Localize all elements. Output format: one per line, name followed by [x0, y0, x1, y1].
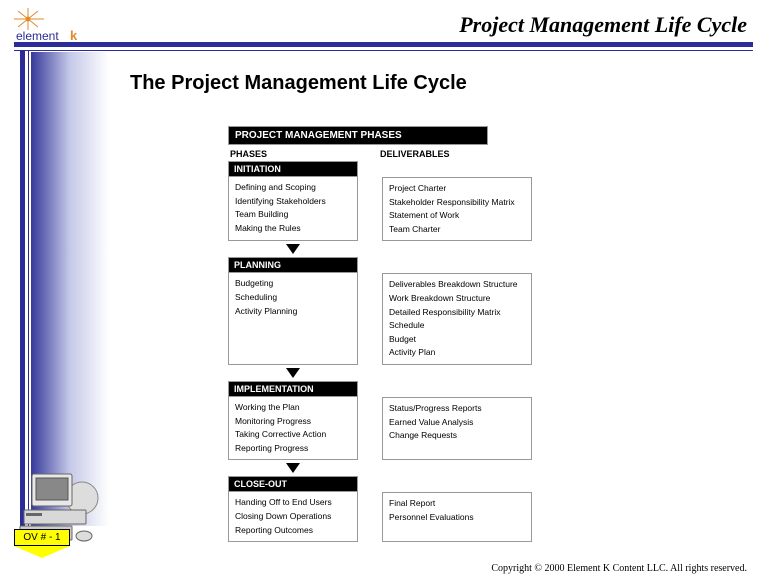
deliverables-box: Project CharterStakeholder Responsibilit… [382, 177, 532, 241]
brand-logo: element k [14, 8, 104, 44]
activity-item: Identifying Stakeholders [235, 195, 351, 209]
phase-header: INITIATION [228, 161, 358, 177]
phase-block: INITIATIONDefining and ScopingIdentifyin… [228, 161, 548, 241]
arrow-down-icon [286, 463, 300, 473]
phase-block: IMPLEMENTATIONWorking the PlanMonitoring… [228, 381, 548, 460]
deliverable-item: Earned Value Analysis [389, 416, 525, 430]
phase-header: IMPLEMENTATION [228, 381, 358, 397]
activities-box: Handing Off to End UsersClosing Down Ope… [228, 492, 358, 542]
deliverable-item: Final Report [389, 497, 525, 511]
slide-title: The Project Management Life Cycle [130, 72, 467, 95]
ov-badge: OV # - 1 [14, 529, 70, 558]
phase-header: PLANNING [228, 257, 358, 273]
activity-item: Reporting Outcomes [235, 524, 351, 538]
deliverable-item: Budget [389, 333, 525, 347]
deliverable-item: Work Breakdown Structure [389, 292, 525, 306]
sidebar-gradient [31, 52, 109, 526]
brand-text-a: element [16, 29, 59, 43]
activity-item: Activity Planning [235, 305, 351, 319]
activities-box: Working the PlanMonitoring ProgressTakin… [228, 397, 358, 460]
phase-block: PLANNINGBudgetingSchedulingActivity Plan… [228, 257, 548, 365]
phase-block: CLOSE-OUTHanding Off to End UsersClosing… [228, 476, 548, 542]
rule-horizontal-thin [14, 50, 753, 51]
activity-item: Defining and Scoping [235, 181, 351, 195]
rule-vertical-thick [20, 50, 25, 526]
activity-item: Working the Plan [235, 401, 351, 415]
activity-item: Taking Corrective Action [235, 428, 351, 442]
deliverable-item: Team Charter [389, 223, 525, 237]
activities-box: Defining and ScopingIdentifying Stakehol… [228, 177, 358, 241]
activity-item: Team Building [235, 208, 351, 222]
column-header-deliverables: DELIVERABLES [378, 149, 528, 159]
deliverables-box: Final ReportPersonnel Evaluations [382, 492, 532, 542]
deliverables-box: Status/Progress ReportsEarned Value Anal… [382, 397, 532, 460]
deliverables-box: Deliverables Breakdown StructureWork Bre… [382, 273, 532, 365]
arrow-down-icon [286, 244, 300, 254]
deliverable-item: Stakeholder Responsibility Matrix [389, 196, 525, 210]
ov-badge-arrow [14, 546, 70, 558]
activities-box: BudgetingSchedulingActivity Planning [228, 273, 358, 365]
deliverable-item: Schedule [389, 319, 525, 333]
activity-item: Making the Rules [235, 222, 351, 236]
activity-item: Monitoring Progress [235, 415, 351, 429]
activity-item: Scheduling [235, 291, 351, 305]
deliverable-item: Detailed Responsibility Matrix [389, 306, 525, 320]
arrow-down-icon [286, 368, 300, 378]
deliverable-item: Personnel Evaluations [389, 511, 525, 525]
deliverable-item: Project Charter [389, 182, 525, 196]
activity-item: Handing Off to End Users [235, 496, 351, 510]
phases-diagram: PROJECT MANAGEMENT PHASES PHASES DELIVER… [228, 126, 548, 542]
deliverable-item: Status/Progress Reports [389, 402, 525, 416]
phase-header: CLOSE-OUT [228, 476, 358, 492]
deliverable-item: Statement of Work [389, 209, 525, 223]
brand-text-b: k [70, 28, 78, 43]
column-header-phases: PHASES [228, 149, 378, 159]
diagram-banner: PROJECT MANAGEMENT PHASES [228, 126, 488, 145]
copyright-text: Copyright © 2000 Element K Content LLC. … [491, 563, 747, 574]
rule-horizontal-thick [14, 42, 753, 47]
rule-vertical-thin [28, 50, 29, 526]
header-title: Project Management Life Cycle [459, 12, 747, 38]
ov-badge-label: OV # - 1 [14, 529, 70, 546]
deliverable-item: Activity Plan [389, 346, 525, 360]
activity-item: Budgeting [235, 277, 351, 291]
activity-item: Reporting Progress [235, 442, 351, 456]
deliverable-item: Change Requests [389, 429, 525, 443]
deliverable-item: Deliverables Breakdown Structure [389, 278, 525, 292]
activity-item: Closing Down Operations [235, 510, 351, 524]
